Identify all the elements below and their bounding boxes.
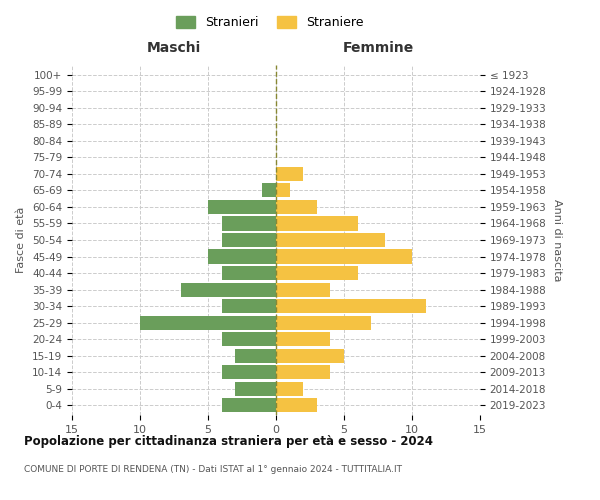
Bar [208,200,276,214]
Bar [181,282,276,296]
Y-axis label: Anni di nascita: Anni di nascita [552,198,562,281]
Bar [276,398,317,412]
Bar [221,299,276,313]
Bar [140,316,276,330]
Bar [276,200,317,214]
Text: Femmine: Femmine [343,40,413,54]
Legend: Stranieri, Straniere: Stranieri, Straniere [172,11,368,34]
Bar [276,332,331,346]
Bar [208,250,276,264]
Bar [276,316,371,330]
Bar [221,398,276,412]
Bar [276,382,303,396]
Y-axis label: Fasce di età: Fasce di età [16,207,26,273]
Bar [276,216,358,230]
Bar [276,282,331,296]
Bar [221,332,276,346]
Bar [235,382,276,396]
Bar [221,233,276,247]
Bar [276,299,425,313]
Bar [262,184,276,198]
Bar [276,167,303,181]
Bar [276,233,385,247]
Text: COMUNE DI PORTE DI RENDENA (TN) - Dati ISTAT al 1° gennaio 2024 - TUTTITALIA.IT: COMUNE DI PORTE DI RENDENA (TN) - Dati I… [24,465,402,474]
Bar [276,184,290,198]
Text: Maschi: Maschi [147,40,201,54]
Bar [276,266,358,280]
Bar [276,250,412,264]
Bar [276,348,344,362]
Bar [276,365,331,379]
Bar [221,266,276,280]
Bar [221,216,276,230]
Bar [235,348,276,362]
Bar [221,365,276,379]
Text: Popolazione per cittadinanza straniera per età e sesso - 2024: Popolazione per cittadinanza straniera p… [24,435,433,448]
